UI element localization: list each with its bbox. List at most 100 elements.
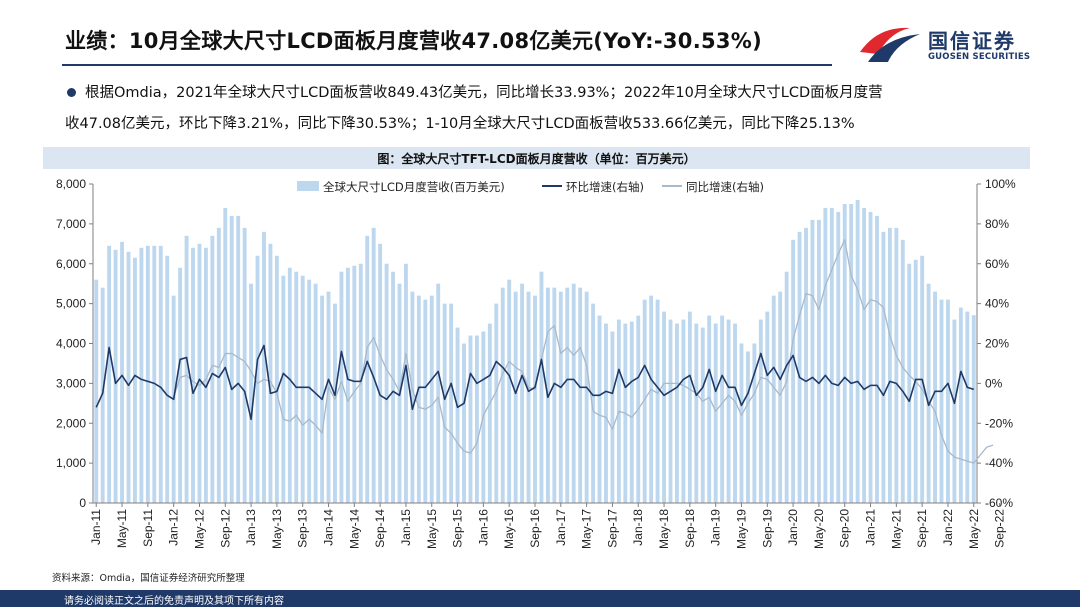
revenue-bar bbox=[178, 267, 183, 503]
revenue-bar bbox=[926, 283, 931, 503]
revenue-bar bbox=[326, 291, 331, 503]
x-tick-label: May-19 bbox=[734, 509, 748, 549]
revenue-bar bbox=[442, 303, 447, 504]
revenue-bar bbox=[274, 255, 279, 503]
revenue-bar bbox=[262, 231, 266, 503]
logo-mark-icon bbox=[860, 27, 920, 62]
revenue-bar bbox=[565, 287, 570, 503]
chart-title: 图：全球大尺寸TFT-LCD面板月度营收（单位：百万美元） bbox=[377, 152, 696, 166]
x-tick-label: Jan-12 bbox=[167, 509, 181, 546]
revenue-bar bbox=[223, 207, 228, 503]
revenue-bar bbox=[939, 299, 944, 503]
x-tick-label: Jan-18 bbox=[631, 509, 645, 546]
yoy-growth-line bbox=[173, 239, 994, 464]
revenue-bar bbox=[894, 227, 899, 504]
x-tick-label: Jan-22 bbox=[941, 509, 955, 546]
revenue-bar bbox=[662, 311, 666, 503]
source-note: 资料来源：Omdia，国信证券经济研究所整理 bbox=[52, 573, 245, 584]
revenue-bar bbox=[139, 247, 144, 503]
revenue-bar bbox=[971, 315, 976, 503]
revenue-bar bbox=[604, 323, 608, 503]
x-tick-label: Sep-19 bbox=[760, 509, 774, 548]
revenue-bar bbox=[804, 227, 808, 504]
revenue-bar bbox=[404, 263, 408, 503]
bullet-icon bbox=[67, 88, 76, 97]
revenue-bar bbox=[758, 319, 763, 503]
revenue-bar bbox=[500, 287, 505, 503]
revenue-bar bbox=[791, 239, 796, 503]
left-tick-label: 7,000 bbox=[56, 217, 86, 231]
revenue-bar bbox=[668, 319, 673, 503]
x-tick-label: Sep-13 bbox=[296, 509, 310, 548]
right-tick-label: 60% bbox=[985, 257, 1009, 271]
revenue-bar bbox=[933, 291, 937, 503]
right-tick-label: 80% bbox=[985, 217, 1009, 231]
revenue-bar bbox=[416, 295, 421, 503]
revenue-bar bbox=[507, 279, 512, 503]
revenue-bar bbox=[436, 283, 441, 503]
left-tick-label: 5,000 bbox=[56, 297, 86, 311]
footer-disclaimer: 请务必阅读正文之后的免责声明及其项下所有内容 bbox=[64, 596, 284, 607]
revenue-bar bbox=[468, 335, 473, 503]
revenue-bar bbox=[152, 245, 157, 503]
revenue-bar bbox=[687, 311, 692, 503]
revenue-bar bbox=[255, 255, 260, 503]
revenue-bar bbox=[862, 207, 867, 503]
x-tick-label: Sep-21 bbox=[915, 509, 929, 548]
mom-growth-line bbox=[95, 344, 975, 421]
chart-title-bar: 图：全球大尺寸TFT-LCD面板月度营收（单位：百万美元） bbox=[43, 147, 1030, 169]
x-tick-label: Sep-14 bbox=[373, 509, 387, 548]
revenue-bar bbox=[746, 351, 750, 503]
revenue-bar bbox=[849, 203, 854, 503]
revenue-bar bbox=[100, 287, 105, 503]
revenue-chart: 0 1,000 2,000 3,000 4,000 5,000 6,000 7,000 8,00… bbox=[56, 177, 1016, 549]
revenue-bar bbox=[900, 239, 905, 503]
revenue-bar bbox=[126, 251, 131, 503]
x-tick-label: May-22 bbox=[967, 509, 981, 549]
revenue-bar bbox=[494, 303, 499, 504]
title-rule bbox=[62, 64, 832, 66]
revenue-bar bbox=[352, 265, 357, 503]
x-tick-label: May-18 bbox=[657, 509, 671, 549]
revenue-bar bbox=[829, 207, 834, 503]
revenue-bar bbox=[823, 207, 828, 503]
revenue-bar bbox=[371, 227, 376, 504]
revenue-bar bbox=[584, 291, 589, 503]
x-tick-label: Sep-17 bbox=[605, 509, 619, 548]
x-tick-label: Jan-16 bbox=[476, 509, 490, 546]
revenue-bar bbox=[145, 245, 150, 503]
revenue-bar bbox=[165, 255, 170, 503]
revenue-bar bbox=[300, 275, 305, 503]
revenue-bar bbox=[765, 311, 770, 503]
x-tick-label: Sep-12 bbox=[218, 509, 232, 548]
revenue-bar bbox=[720, 315, 725, 503]
revenue-bar bbox=[455, 327, 460, 503]
revenue-bar bbox=[210, 235, 215, 503]
revenue-bar bbox=[203, 247, 208, 503]
x-tick-label: May-11 bbox=[115, 509, 129, 548]
revenue-bar bbox=[410, 291, 415, 503]
x-tick-label: May-17 bbox=[580, 509, 594, 549]
revenue-bar bbox=[113, 249, 118, 503]
legend-label-bar: 全球大尺寸LCD月度营收(百万美元) bbox=[323, 180, 505, 194]
logo-text-cn: 国信证券 bbox=[928, 29, 1016, 53]
revenue-bar bbox=[391, 271, 395, 503]
revenue-bar bbox=[94, 279, 99, 503]
revenue-bar bbox=[449, 303, 454, 504]
revenue-bar bbox=[191, 247, 195, 503]
revenue-bar bbox=[842, 203, 847, 503]
left-tick-label: 2,000 bbox=[56, 416, 86, 430]
revenue-bar bbox=[681, 319, 686, 503]
x-tick-label: May-20 bbox=[812, 509, 826, 549]
revenue-bar bbox=[875, 215, 879, 503]
x-tick-label: May-13 bbox=[270, 509, 284, 549]
revenue-bar bbox=[158, 245, 163, 503]
revenue-bar bbox=[339, 271, 344, 503]
revenue-bar bbox=[739, 343, 744, 503]
revenue-bar bbox=[591, 303, 596, 504]
x-tick-label: May-16 bbox=[502, 509, 516, 549]
revenue-bar bbox=[229, 215, 234, 503]
legend-swatch-bar bbox=[297, 181, 319, 191]
x-tick-label: Jan-14 bbox=[322, 509, 336, 546]
summary-line-2: 收47.08亿美元，环比下降3.21%，同比下降30.53%；1-10月全球大尺… bbox=[65, 116, 855, 132]
